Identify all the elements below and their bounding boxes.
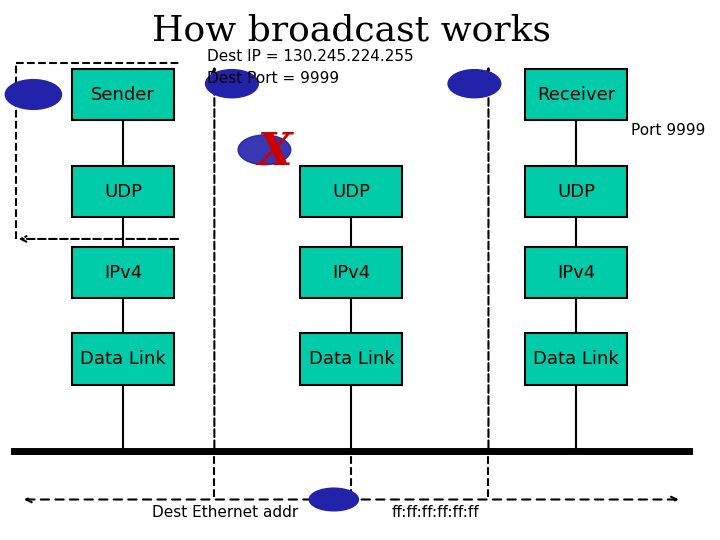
Text: Data Link: Data Link <box>534 350 619 368</box>
FancyBboxPatch shape <box>72 247 174 298</box>
FancyBboxPatch shape <box>300 247 402 298</box>
FancyBboxPatch shape <box>526 247 627 298</box>
Text: Data Link: Data Link <box>80 350 166 368</box>
Ellipse shape <box>206 70 258 98</box>
Ellipse shape <box>448 70 500 98</box>
FancyBboxPatch shape <box>72 333 174 384</box>
FancyBboxPatch shape <box>526 69 627 120</box>
Text: How broadcast works: How broadcast works <box>152 14 551 48</box>
Text: ff:ff:ff:ff:ff:ff: ff:ff:ff:ff:ff:ff <box>392 505 480 520</box>
FancyBboxPatch shape <box>526 166 627 217</box>
FancyBboxPatch shape <box>300 333 402 384</box>
Text: IPv4: IPv4 <box>557 264 595 282</box>
Text: IPv4: IPv4 <box>104 264 142 282</box>
Text: Data Link: Data Link <box>309 350 395 368</box>
FancyBboxPatch shape <box>72 166 174 217</box>
Text: Receiver: Receiver <box>537 85 616 104</box>
Text: X: X <box>258 131 292 174</box>
Text: Dest IP = 130.245.224.255: Dest IP = 130.245.224.255 <box>207 49 414 64</box>
Text: UDP: UDP <box>104 183 142 201</box>
Ellipse shape <box>5 79 61 109</box>
FancyBboxPatch shape <box>72 69 174 120</box>
Text: Port 9999: Port 9999 <box>631 123 705 138</box>
Ellipse shape <box>310 488 359 511</box>
Text: Sender: Sender <box>91 85 155 104</box>
Text: Dest Ethernet addr: Dest Ethernet addr <box>152 505 298 520</box>
Text: Dest Port = 9999: Dest Port = 9999 <box>207 71 339 86</box>
Text: UDP: UDP <box>333 183 370 201</box>
FancyBboxPatch shape <box>526 333 627 384</box>
Text: UDP: UDP <box>557 183 595 201</box>
FancyBboxPatch shape <box>300 166 402 217</box>
Text: IPv4: IPv4 <box>333 264 371 282</box>
Ellipse shape <box>238 135 291 165</box>
